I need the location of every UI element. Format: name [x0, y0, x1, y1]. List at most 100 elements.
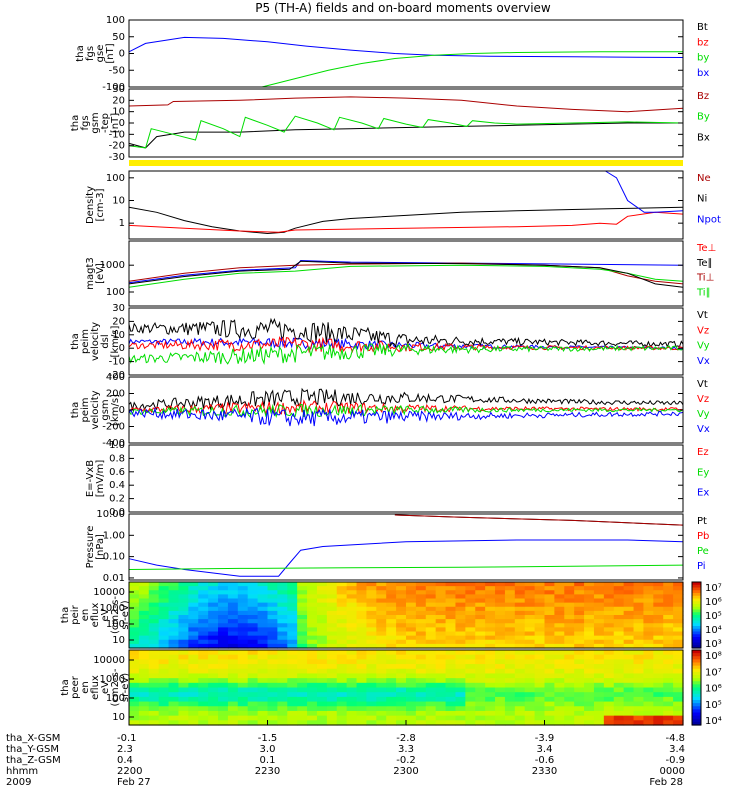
spectrogram-cell — [435, 664, 447, 670]
spectrogram-cell — [129, 586, 140, 591]
spectrogram-cell — [287, 687, 298, 693]
spectrogram-cell — [633, 687, 645, 693]
spectrogram-cell — [168, 654, 180, 660]
spectrogram-cell — [297, 668, 308, 675]
spectrogram-cell — [504, 659, 516, 665]
spectrogram-cell — [593, 610, 605, 616]
spectrogram-cell — [178, 619, 189, 624]
spectrogram-cell — [673, 598, 684, 604]
y-axis-label-line: en — [80, 681, 91, 694]
spectrogram-cell — [406, 643, 417, 649]
spectrogram-cell — [504, 582, 516, 587]
spectrogram-cell — [514, 582, 526, 587]
spectrogram-cell — [307, 631, 318, 637]
spectrogram-cell — [336, 706, 348, 712]
spectrogram-cell — [129, 643, 140, 649]
spectrogram-cell — [406, 586, 417, 591]
spectrogram-cell — [514, 635, 526, 641]
spectrogram-cell — [524, 582, 536, 587]
spectrogram-cell — [524, 701, 536, 707]
spectrogram-cell — [406, 623, 417, 628]
spectrogram-cell — [198, 720, 209, 726]
spectrogram-cell — [633, 606, 645, 612]
y-tick-label: -50 — [109, 65, 125, 76]
spectrogram-cell — [208, 606, 219, 612]
spectrogram-cell — [415, 627, 427, 633]
spectrogram-cell — [356, 623, 368, 628]
spectrogram-cell — [564, 598, 575, 604]
spectrogram-cell — [574, 696, 585, 703]
spectrogram-cell — [465, 602, 476, 608]
spectrogram-cell — [247, 590, 259, 595]
spectrogram-cell — [336, 623, 348, 628]
spectrogram-cell — [326, 598, 338, 604]
spectrogram-cell — [247, 654, 259, 660]
spectrogram-cell — [564, 635, 575, 641]
spectrogram-cell — [148, 720, 160, 726]
spectrogram-cell — [504, 643, 516, 649]
spectrogram-cell — [504, 635, 516, 641]
spectrogram-cell — [218, 673, 229, 679]
spectrogram-cell — [178, 602, 189, 608]
spectrogram-cell — [257, 715, 269, 721]
spectrogram-cell — [326, 687, 338, 693]
spectrogram-cell — [455, 696, 466, 703]
series-line — [128, 387, 684, 411]
spectrogram-cell — [188, 594, 199, 600]
spectrogram-cell — [336, 643, 348, 649]
spectrogram-cell — [524, 623, 536, 628]
spectrogram-cell — [218, 598, 229, 604]
spectrogram-cell — [613, 673, 625, 679]
spectrogram-cell — [138, 610, 150, 616]
spectrogram-cell — [584, 635, 595, 641]
spectrogram-cell — [386, 668, 397, 675]
spectrogram-cell — [267, 682, 278, 689]
spectrogram-cell — [425, 635, 437, 641]
spectrogram-cell — [227, 627, 239, 633]
spectrogram-cell — [603, 678, 615, 684]
spectrogram-cell — [376, 635, 387, 641]
spectrogram-cell — [148, 590, 160, 595]
spectrogram-cell — [198, 598, 209, 604]
spectrogram-cell — [544, 678, 555, 684]
spectrogram-cell — [326, 590, 338, 595]
spectrogram-cell — [415, 606, 427, 612]
spectrogram-cell — [237, 673, 249, 679]
spectrogram-cell — [257, 631, 269, 637]
spectrogram-cell — [129, 692, 140, 698]
spectrogram-cell — [198, 715, 209, 721]
spectrogram-cell — [574, 615, 585, 620]
series-line — [128, 564, 684, 570]
spectrogram-cell — [208, 668, 219, 675]
spectrogram-cell — [663, 715, 674, 721]
spectrogram-cell — [307, 639, 318, 645]
spectrogram-cell — [316, 615, 328, 620]
spectrogram-cell — [584, 692, 595, 698]
spectrogram-cell — [435, 615, 447, 620]
spectrogram-cell — [485, 659, 496, 665]
spectrogram-cell — [148, 610, 160, 616]
spectrogram-cell — [406, 615, 417, 620]
spectrogram-cell — [148, 650, 160, 656]
spectrogram-cell — [198, 668, 209, 675]
spectrogram-cell — [168, 639, 180, 645]
spectrogram-cell — [504, 701, 516, 707]
spectrogram-cell — [613, 687, 625, 693]
spectrogram-cell — [168, 668, 180, 675]
spectrogram-cell — [326, 627, 338, 633]
spectrogram-cell — [653, 623, 664, 628]
spectrogram-cell — [445, 590, 457, 595]
spectrogram-cell — [386, 710, 397, 717]
spectrogram-cell — [603, 610, 615, 616]
spectrogram-cell — [356, 598, 368, 604]
spectrogram-cell — [208, 664, 219, 670]
y-tick-label: 1000 — [100, 674, 125, 685]
legend-entry: Pb — [697, 531, 709, 542]
spectrogram-cell — [643, 664, 654, 670]
spectrogram-cell — [504, 696, 516, 703]
spectrogram-cell — [475, 720, 486, 726]
spectrogram-cell — [554, 650, 565, 656]
spectrogram-cell — [673, 701, 684, 707]
spectrogram-cell — [663, 664, 674, 670]
spectrogram-cell — [307, 720, 318, 726]
